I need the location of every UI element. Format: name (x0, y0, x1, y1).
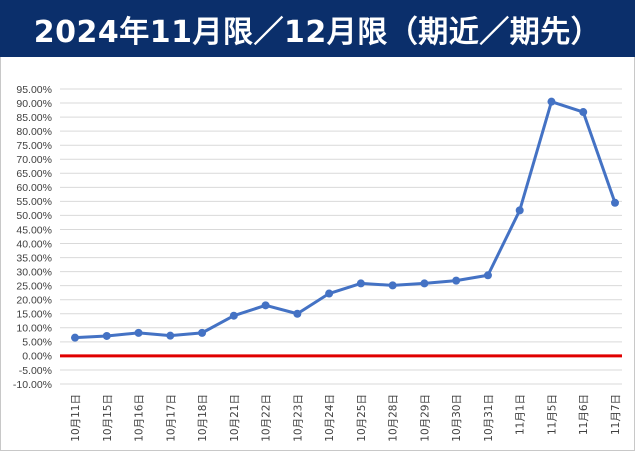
data-point (293, 309, 302, 318)
x-tick-label: 11月6日 (578, 394, 590, 435)
y-tick-label: -10.00% (13, 379, 52, 391)
x-tick-label: 10月30日 (451, 394, 463, 442)
x-tick-label: 10月31日 (483, 394, 495, 442)
y-tick-label: 15.00% (16, 309, 52, 321)
line-chart: 95.00% 90.00% 85.00% 80.00% 75.00% 70.00% 65.0… (13, 84, 622, 442)
y-tick-label: 35.00% (16, 252, 52, 264)
y-tick-label: 5.00% (22, 337, 52, 349)
x-tick-label: 11月7日 (610, 394, 622, 435)
data-point (388, 281, 397, 290)
y-axis-tick-labels: 95.00% 90.00% 85.00% 80.00% 75.00% 70.00% 65.0… (13, 84, 52, 391)
y-tick-label: 90.00% (16, 98, 52, 110)
data-point (261, 301, 270, 310)
x-tick-label: 10月15日 (102, 394, 114, 442)
data-point (229, 311, 238, 320)
x-tick-label: 11月5日 (546, 394, 558, 435)
x-tick-label: 10月29日 (419, 394, 431, 442)
y-tick-label: 80.00% (16, 126, 52, 138)
data-point (452, 276, 461, 285)
data-point (198, 328, 207, 337)
x-tick-label: 10月17日 (165, 394, 177, 442)
y-tick-label: 85.00% (16, 112, 52, 124)
x-tick-label: 10月25日 (356, 394, 368, 442)
data-point (356, 279, 365, 288)
grid-lines (60, 88, 622, 385)
x-tick-label: 10月21日 (229, 394, 241, 442)
y-tick-label: 95.00% (16, 84, 52, 96)
y-tick-label: 10.00% (16, 323, 52, 335)
x-tick-label: 10月11日 (70, 394, 82, 442)
series-line (73, 100, 617, 340)
data-point (71, 333, 79, 342)
y-tick-label: 70.00% (16, 154, 52, 166)
data-point (420, 279, 429, 288)
data-point (611, 198, 619, 207)
title-banner: 2024年11月限／12月限（期近／期先） (0, 0, 635, 57)
y-tick-label: 45.00% (16, 224, 52, 236)
data-point (483, 271, 492, 280)
x-tick-label: 10月22日 (261, 394, 273, 442)
x-tick-label: 11月1日 (515, 394, 527, 435)
y-tick-label: 65.00% (16, 168, 52, 180)
data-point (102, 331, 111, 340)
y-tick-label: 55.00% (16, 196, 52, 208)
x-tick-label: 10月18日 (197, 394, 209, 442)
y-tick-label: 50.00% (16, 210, 52, 222)
data-point (134, 328, 143, 337)
y-tick-label: 30.00% (16, 266, 52, 278)
y-tick-label: 0.00% (22, 351, 52, 363)
chart-title: 2024年11月限／12月限（期近／期先） (33, 14, 602, 50)
x-tick-label: 10月28日 (388, 394, 400, 442)
y-tick-label: 60.00% (16, 182, 52, 194)
x-tick-label: 10月24日 (324, 394, 336, 442)
data-point (325, 289, 334, 298)
series-points (71, 97, 619, 342)
series-line-path (73, 100, 617, 340)
data-point (579, 108, 588, 117)
data-point (547, 97, 556, 106)
y-tick-label: 25.00% (16, 280, 52, 292)
y-tick-label: -5.00% (19, 365, 52, 377)
y-tick-label: 75.00% (16, 140, 52, 152)
y-tick-label: 40.00% (16, 238, 52, 250)
data-point (515, 206, 524, 215)
data-point (166, 331, 175, 340)
y-tick-label: 20.00% (16, 295, 52, 307)
x-tick-label: 10月23日 (292, 394, 304, 442)
x-tick-label: 10月16日 (134, 394, 146, 442)
x-axis-tick-labels: 10月11日 10月15日 10月16日 10月17日 10月18日 10月21日 10月2… (70, 394, 622, 442)
